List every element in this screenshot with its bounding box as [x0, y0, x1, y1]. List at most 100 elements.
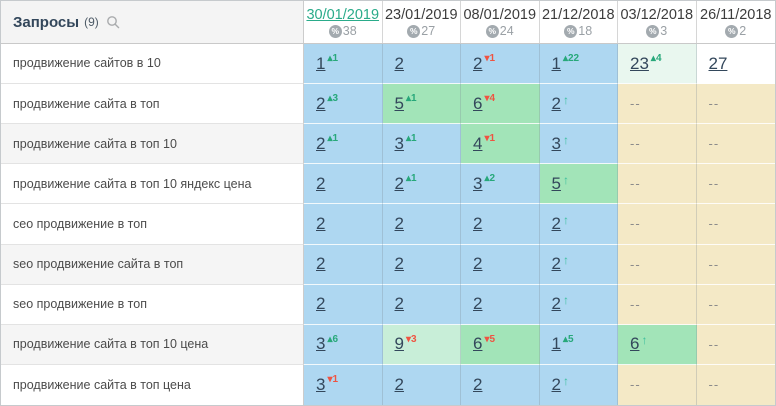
position-link[interactable]: 2	[394, 254, 404, 274]
date-link[interactable]: 26/11/2018	[700, 7, 772, 23]
position-delta: ▴1	[327, 53, 339, 65]
position-link[interactable]: 2	[316, 294, 326, 314]
position-link[interactable]: 2	[551, 254, 561, 274]
position-link[interactable]: 2	[473, 53, 483, 73]
position-link[interactable]: 4	[473, 133, 483, 153]
position-link[interactable]: 2	[316, 254, 326, 274]
position-link[interactable]: 2	[473, 374, 483, 394]
position-cell: --	[696, 324, 775, 365]
position-delta: ▴6	[327, 333, 339, 345]
position-cell: --	[696, 84, 775, 125]
position-link[interactable]: 2	[316, 133, 326, 153]
position-cell: 2	[461, 284, 540, 325]
position-link[interactable]: 2	[551, 374, 561, 394]
position-cell: 6 ▾5	[461, 324, 540, 365]
position-link[interactable]: 9	[394, 334, 404, 354]
position-link[interactable]: 1	[551, 334, 561, 354]
position-cell: 9 ▾3	[382, 324, 461, 365]
position-cell: 3 ↑	[539, 124, 618, 165]
position-cell: 2 ▾1	[461, 44, 540, 85]
table-row: seo продвижение в топ 2 2 2 2 ↑ -- --	[1, 284, 775, 325]
position-cell: 5 ↑	[539, 164, 618, 205]
position-delta: ▴1	[405, 133, 417, 145]
position-link[interactable]: 6	[473, 93, 483, 113]
position-cell: 1 ▴22	[539, 44, 618, 85]
position-delta: ▾3	[405, 333, 417, 345]
position-cell: 3 ▴2	[461, 164, 540, 205]
visibility-indicator: % 24	[485, 24, 514, 38]
query-label: seo продвижение в топ	[1, 284, 304, 325]
position-link[interactable]: 2	[551, 294, 561, 314]
position-link[interactable]: 2	[473, 254, 483, 274]
position-cell: 2 ↑	[539, 84, 618, 125]
position-link[interactable]: 2	[394, 53, 404, 73]
visibility-percent-value: 24	[499, 24, 514, 38]
position-link[interactable]: 3	[394, 133, 404, 153]
position-cell: 2	[304, 244, 383, 285]
date-link[interactable]: 08/01/2019	[463, 7, 537, 23]
no-position-dash: --	[630, 136, 641, 152]
position-link[interactable]: 6	[473, 334, 483, 354]
queries-title: Запросы	[13, 13, 80, 31]
position-cell: --	[696, 244, 775, 285]
position-cell: 2	[382, 204, 461, 245]
growth-arrow-icon: ↑	[562, 293, 569, 308]
position-link[interactable]: 23	[630, 53, 649, 73]
position-link[interactable]: 2	[551, 93, 561, 113]
position-delta: ▾1	[484, 53, 496, 65]
position-cell: --	[696, 124, 775, 165]
no-position-dash: --	[708, 176, 720, 192]
search-icon[interactable]	[106, 15, 120, 29]
date-link[interactable]: 23/01/2019	[384, 7, 458, 23]
percent-badge-icon: %	[407, 24, 421, 38]
date-link[interactable]: 30/01/2019	[306, 7, 380, 23]
position-cell: 23 ▴4	[618, 44, 697, 85]
position-link[interactable]: 2	[394, 213, 404, 233]
position-cell: 2	[304, 204, 383, 245]
position-link[interactable]: 2	[473, 213, 483, 233]
position-link[interactable]: 3	[551, 133, 561, 153]
position-link[interactable]: 1	[316, 53, 326, 73]
position-link[interactable]: 3	[316, 374, 326, 394]
position-cell: --	[696, 204, 775, 245]
position-link[interactable]: 1	[551, 53, 561, 73]
position-delta: ▴5	[562, 333, 574, 345]
table-row: продвижение сайта в топ 10 цена 3 ▴6 9 ▾…	[1, 324, 775, 365]
no-position-dash: --	[708, 96, 720, 112]
position-link[interactable]: 5	[551, 173, 561, 193]
position-link[interactable]: 6	[630, 334, 640, 354]
position-cell: --	[696, 364, 775, 405]
table-row: продвижение сайта в топ 2 ▴3 5 ▴1 6 ▾4 2…	[1, 84, 775, 125]
visibility-indicator: % 18	[564, 24, 592, 38]
position-cell: 3 ▴6	[304, 324, 383, 365]
position-cell: 2 ↑	[539, 364, 618, 405]
position-link[interactable]: 2	[394, 173, 404, 193]
position-cell: 2 ▴1	[304, 124, 383, 165]
visibility-percent-value: 3	[660, 24, 668, 38]
position-link[interactable]: 2	[316, 213, 326, 233]
date-link[interactable]: 03/12/2018	[620, 7, 694, 23]
position-link[interactable]: 2	[394, 294, 404, 314]
queries-header: Запросы (9)	[1, 1, 304, 43]
position-cell: --	[618, 124, 697, 165]
position-link[interactable]: 2	[551, 213, 561, 233]
position-cell: 27	[696, 44, 775, 85]
query-label: сео продвижение в топ	[1, 204, 304, 245]
position-link[interactable]: 2	[394, 374, 404, 394]
position-link[interactable]: 3	[473, 173, 483, 193]
visibility-indicator: % 38	[328, 24, 357, 38]
growth-arrow-icon: ↑	[562, 212, 569, 227]
position-link[interactable]: 3	[316, 334, 326, 354]
position-link[interactable]: 5	[394, 93, 404, 113]
no-position-dash: --	[630, 296, 641, 312]
percent-badge-icon: %	[646, 24, 660, 38]
date-link[interactable]: 21/12/2018	[541, 7, 615, 23]
position-delta: ▾4	[484, 93, 496, 105]
position-link[interactable]: 2	[473, 294, 483, 314]
table-row: продвижение сайта в топ 10 2 ▴1 3 ▴1 4 ▾…	[1, 124, 775, 165]
visibility-percent-value: 38	[342, 24, 357, 38]
position-link[interactable]: 27	[708, 53, 728, 73]
position-link[interactable]: 2	[316, 173, 326, 193]
no-position-dash: --	[708, 256, 720, 272]
position-link[interactable]: 2	[316, 93, 326, 113]
